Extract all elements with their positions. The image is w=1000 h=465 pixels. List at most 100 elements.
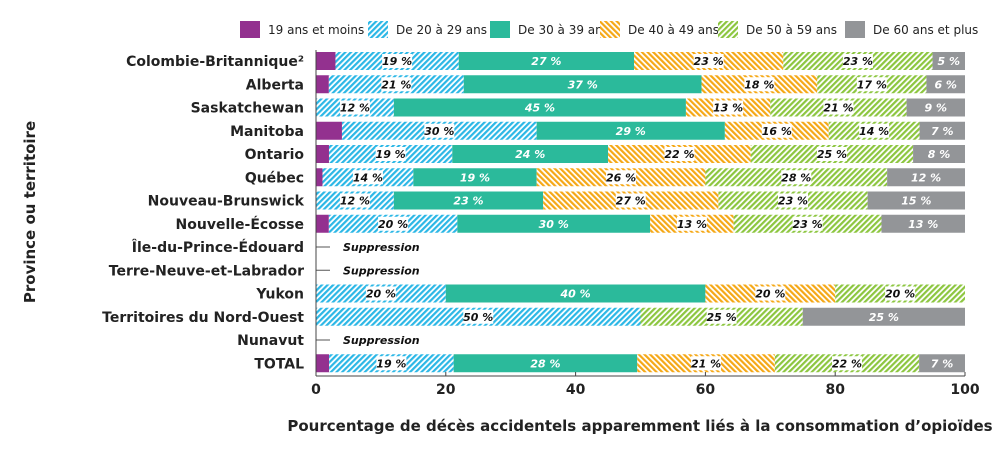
data-label: 19 % [460,171,490,184]
x-axis-label: Pourcentage de décès accidentels apparem… [287,417,992,435]
legend-label: De 20 à 29 ans [396,23,487,37]
data-label-bg [755,286,786,301]
x-tick-label: 0 [311,382,321,398]
data-label-bg [706,309,737,324]
bar-segment [316,75,329,94]
data-label-bg [713,100,744,115]
bar-segment [445,284,706,303]
legend-swatch [490,21,510,38]
category-label: Manitoba [230,124,304,140]
data-label: 28 % [530,357,560,370]
bar-segment [457,214,651,233]
data-label-bg [365,286,396,301]
category-label: Ontario [245,147,305,163]
bar-segment [316,168,323,187]
category-label: Saskatchewan [191,101,304,117]
data-label: 20 % [885,288,915,301]
bar-row: Nunavut Suppression [237,333,420,349]
category-label: Nunavut [237,333,304,349]
category-label: Colombie-Britannique² [126,54,304,70]
data-label-bg [761,123,792,138]
suppression-label: Suppression [343,264,420,277]
category-label: Terre-Neuve-et-Labrador [109,263,304,279]
data-label: 50 % [463,311,493,324]
category-label: Nouvelle-Écosse [176,216,304,233]
data-label: 12 % [340,195,370,208]
data-label: 19 % [376,357,406,370]
data-label: 40 % [560,288,591,301]
bar-segment [453,354,638,373]
data-label-bg [778,193,809,208]
bar-segment [463,75,702,94]
data-label-bg [339,100,370,115]
suppression-label: Suppression [343,241,420,254]
data-label: 14 % [353,171,383,184]
legend-swatch [240,21,260,38]
legend-label: 19 ans et moins [268,23,364,37]
data-label-bg [664,147,695,161]
data-label: 23 % [694,55,724,68]
bar-row: Île-du-Prince-Édouard Suppression [132,239,420,256]
data-label: 19 % [382,55,412,68]
legend-item: De 60 ans et plus [845,21,978,38]
legend-label: De 60 ans et plus [873,23,978,37]
data-label: 27 % [616,195,646,208]
data-label: 25 % [869,311,899,324]
bar-segment [906,98,965,117]
bar-row: Ontario 19 % 24 % 22 % 25 % 8 % [245,145,965,163]
bar-segment [881,214,965,233]
data-label-bg [382,54,413,68]
x-tick-label: 20 [436,382,456,398]
legend-item: De 40 à 49 ans [600,21,719,38]
bar-row: Colombie-Britannique² 19 % 27 % 23 % 23 % 5 % [126,52,965,70]
data-label-bg [792,216,823,231]
bar-segment [932,52,965,70]
data-label: 13 % [677,218,707,231]
legend-label: De 50 à 59 ans [746,23,837,37]
data-label: 27 % [531,55,561,68]
data-label: 45 % [524,102,555,115]
legend-swatch [368,21,388,38]
data-label: 20 % [366,288,396,301]
data-label-bg [615,193,646,208]
data-label-bg [424,123,455,138]
legend: 19 ans et moins De 20 à 29 ans De 30 à 39 … [240,21,978,38]
data-label-bg [352,170,383,185]
x-tick-label: 60 [696,382,716,398]
data-label: 12 % [340,102,370,115]
data-label: 28 % [781,171,811,184]
data-label: 30 % [539,218,569,231]
legend-item: De 20 à 29 ans [368,21,487,38]
category-label: Québec [245,170,304,186]
bar-segment [316,121,342,140]
data-label: 26 % [606,171,636,184]
data-label: 20 % [755,288,785,301]
data-label-bg [676,216,707,231]
bar-row: Saskatchewan 12 % 45 % 13 % 21 % 9 % [191,98,965,117]
bar-segment [536,121,725,140]
data-label: 22 % [832,357,862,370]
data-label: 23 % [792,218,822,231]
data-label: 15 % [901,195,931,208]
category-label: Nouveau-Brunswick [148,194,305,210]
data-label: 23 % [778,195,808,208]
data-label-bg [816,147,847,161]
data-label-bg [691,356,722,371]
data-label: 21 % [691,357,721,370]
bar-segment [316,214,329,233]
legend-label: De 40 à 49 ans [628,23,719,37]
data-label-bg [378,216,409,231]
x-axis: 0 20 40 60 80 100 [311,50,980,398]
bar-segment [802,307,965,326]
bar-row: Yukon 20 % 40 % 20 % 20 % [255,284,965,303]
data-label-bg [606,170,637,185]
bar-segment [887,168,965,187]
legend-swatch [718,21,738,38]
data-label: 21 % [381,78,411,91]
data-label: 25 % [817,148,847,161]
data-label: 9 % [925,102,948,115]
data-label: 22 % [664,148,694,161]
bar-segment [867,191,965,210]
bar-segment [393,191,544,210]
